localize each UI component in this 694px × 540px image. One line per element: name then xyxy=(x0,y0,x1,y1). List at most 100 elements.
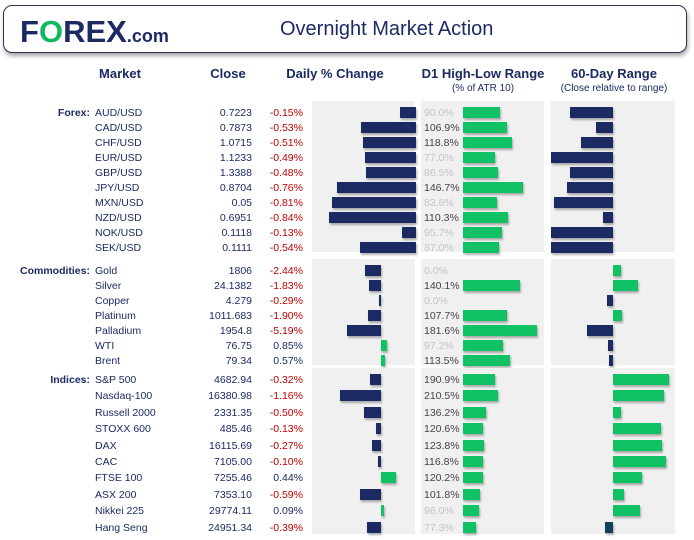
d1-range-bar xyxy=(463,355,510,366)
daily-change-value: -0.39% xyxy=(269,521,303,534)
close-value: 1.0715 xyxy=(219,137,252,149)
market-name: S&P 500 xyxy=(95,374,137,386)
60day-range-bar xyxy=(613,310,623,321)
close-value: 79.34 xyxy=(225,355,252,367)
d1-range-value: 181.6% xyxy=(424,325,460,337)
market-name: Silver xyxy=(95,280,122,292)
daily-change-value: 0.57% xyxy=(273,355,303,367)
d1-range-bar xyxy=(463,310,508,321)
close-value: 7255.46 xyxy=(214,472,252,485)
60day-range-bar xyxy=(613,439,662,451)
d1-range-bar xyxy=(463,137,512,148)
d1-range-value: 95.7% xyxy=(424,227,454,239)
daily-change-bar xyxy=(367,521,381,533)
d1-range-value: 113.5% xyxy=(424,355,459,367)
d1-range-bar xyxy=(463,472,484,484)
close-value: 1011.683 xyxy=(208,310,252,322)
market-name: Platinum xyxy=(95,310,136,322)
daily-change-bar xyxy=(369,374,381,385)
daily-change-value: -0.15% xyxy=(269,107,303,119)
close-value: 0.7873 xyxy=(219,122,252,134)
market-name: MXN/USD xyxy=(95,197,144,209)
daily-change-value: -0.51% xyxy=(269,137,303,149)
60day-range-bar xyxy=(567,182,613,193)
daily-change-bar xyxy=(331,197,416,208)
close-value: 0.6951 xyxy=(219,212,252,224)
daily-change-bar xyxy=(402,227,416,238)
market-name: NZD/USD xyxy=(95,212,142,224)
daily-change-bar xyxy=(366,167,416,178)
d1-range-value: 116.8% xyxy=(424,456,459,468)
daily-change-value: 0.09% xyxy=(273,505,303,518)
daily-change-value: -0.84% xyxy=(269,212,303,224)
daily-change-bar xyxy=(400,107,416,118)
d1-range-value: 110.3% xyxy=(424,212,459,224)
60day-range-bar xyxy=(603,212,613,223)
d1-range-value: 120.6% xyxy=(424,423,460,436)
close-value: 24951.34 xyxy=(208,521,252,534)
close-value: 1954.8 xyxy=(219,325,252,337)
daily-change-bar xyxy=(381,340,387,351)
market-name: JPY/USD xyxy=(95,182,140,194)
close-value: 4.279 xyxy=(225,295,252,307)
60day-range-bar xyxy=(613,280,638,291)
daily-change-bar xyxy=(368,280,381,291)
market-name: CAC xyxy=(95,456,118,468)
daily-change-value: -5.19% xyxy=(269,325,303,337)
close-value: 29774.11 xyxy=(208,505,252,518)
market-name: Palladium xyxy=(95,325,142,337)
section-label: Indices: xyxy=(50,374,90,386)
close-value: 1.1233 xyxy=(219,152,252,164)
col-header-close: Close xyxy=(210,66,246,81)
60day-range-bar xyxy=(551,227,613,238)
col-header-d1-range: D1 High-Low Range xyxy=(421,66,545,81)
d1-range-bar xyxy=(463,280,521,291)
daily-change-bar xyxy=(364,265,381,276)
section-label: Forex: xyxy=(57,107,90,119)
d1-range-bar xyxy=(463,242,499,253)
d1-range-bar xyxy=(463,167,499,178)
d1-range-bar xyxy=(463,122,507,133)
daily-change-value: -0.76% xyxy=(269,182,303,194)
col-header-daily-change: Daily % Change xyxy=(286,66,384,81)
market-name: ASX 200 xyxy=(95,488,137,501)
daily-change-bar xyxy=(376,423,381,435)
close-value: 0.05 xyxy=(231,197,252,209)
d1-range-bar xyxy=(463,325,538,336)
d1-range-value: 97.2% xyxy=(424,340,454,352)
d1-range-value: 106.9% xyxy=(424,122,460,134)
d1-range-value: 118.8% xyxy=(424,137,459,149)
daily-change-bar xyxy=(346,325,381,336)
60day-range-bar xyxy=(604,521,613,533)
market-name: GBP/USD xyxy=(95,167,143,179)
60day-range-bar xyxy=(613,374,669,385)
close-value: 1806 xyxy=(228,265,252,277)
col-header-market: Market xyxy=(99,66,141,81)
forex-logo: FOREX.com xyxy=(20,14,169,49)
daily-change-value: -2.44% xyxy=(269,265,303,277)
daily-change-value: 0.44% xyxy=(273,472,303,485)
d1-range-value: 140.1% xyxy=(424,280,460,292)
daily-change-bar xyxy=(381,355,385,366)
daily-change-bar xyxy=(360,122,416,133)
daily-change-value: -0.49% xyxy=(269,152,303,164)
60day-range-bar xyxy=(613,265,622,276)
60day-range-bar xyxy=(613,456,666,467)
60day-range-bar xyxy=(570,107,613,118)
d1-range-value: 0.0% xyxy=(424,265,448,277)
close-value: 7105.00 xyxy=(214,456,252,468)
d1-range-value: 146.7% xyxy=(424,182,460,194)
close-value: 4682.94 xyxy=(214,374,252,386)
close-value: 7353.10 xyxy=(214,488,252,501)
daily-change-bar xyxy=(336,182,416,193)
close-value: 16380.98 xyxy=(208,390,252,403)
daily-change-bar xyxy=(377,456,381,467)
d1-range-bar xyxy=(463,390,499,402)
d1-range-bar xyxy=(463,374,495,385)
60day-range-bar xyxy=(609,355,613,366)
close-value: 24.1382 xyxy=(214,280,252,292)
d1-range-value: 83.6% xyxy=(424,197,454,209)
d1-range-value: 190.9% xyxy=(424,374,460,386)
d1-range-value: 136.2% xyxy=(424,406,460,419)
market-name: FTSE 100 xyxy=(95,472,143,485)
